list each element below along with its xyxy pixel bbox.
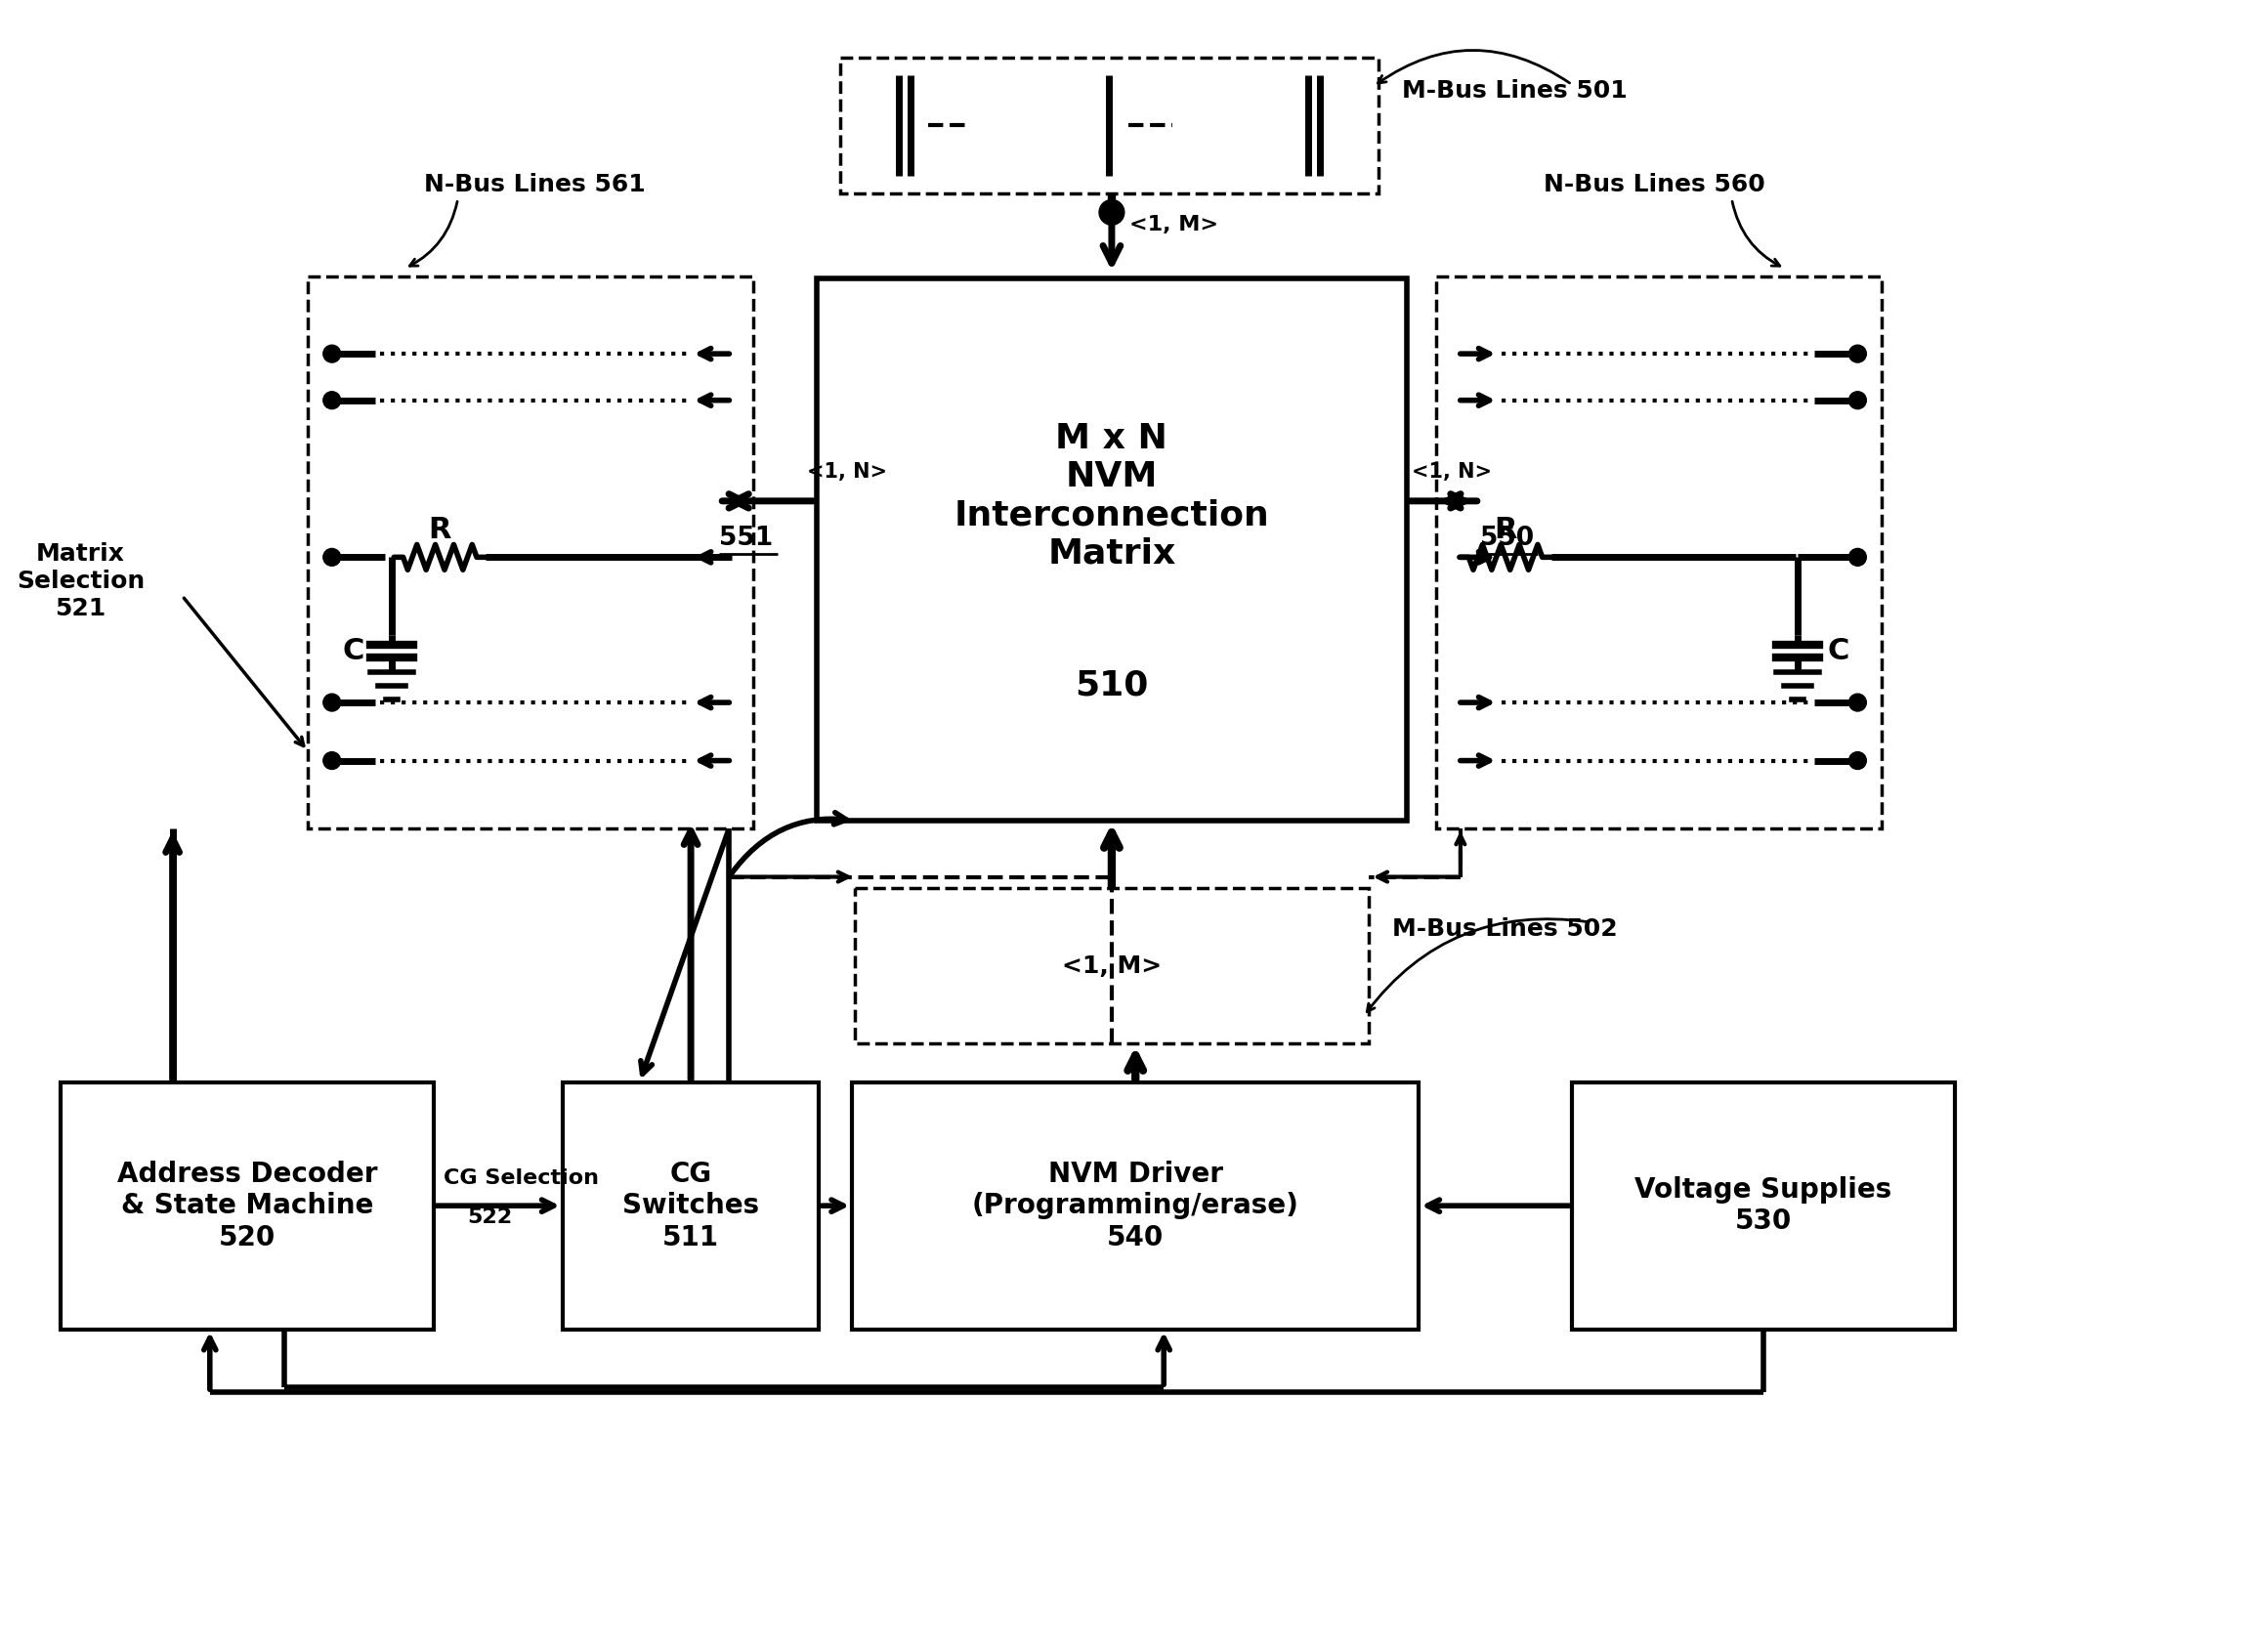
Text: 550: 550 bbox=[1479, 525, 1533, 550]
Circle shape bbox=[1848, 694, 1866, 712]
Text: 510: 510 bbox=[1075, 669, 1149, 702]
Text: R: R bbox=[429, 515, 452, 544]
Bar bbox=[854, 889, 1369, 1044]
Text: C: C bbox=[1828, 638, 1850, 666]
Text: <1, M>: <1, M> bbox=[1061, 955, 1162, 978]
Text: Address Decoder
& State Machine
520: Address Decoder & State Machine 520 bbox=[117, 1160, 378, 1251]
Text: M x N
NVM
Interconnection
Matrix: M x N NVM Interconnection Matrix bbox=[953, 421, 1270, 570]
Circle shape bbox=[1848, 345, 1866, 362]
Text: M-Bus Lines 501: M-Bus Lines 501 bbox=[1403, 79, 1628, 102]
Bar bbox=[1571, 1082, 1954, 1330]
Text: <1, M>: <1, M> bbox=[1128, 215, 1218, 235]
Circle shape bbox=[1848, 752, 1866, 770]
Text: R: R bbox=[1495, 515, 1517, 544]
Text: 522: 522 bbox=[468, 1208, 513, 1227]
Circle shape bbox=[1099, 200, 1124, 225]
Text: C: C bbox=[342, 638, 364, 666]
Text: N-Bus Lines 560: N-Bus Lines 560 bbox=[1544, 172, 1765, 197]
Bar bbox=[61, 1082, 434, 1330]
Text: M-Bus Lines 502: M-Bus Lines 502 bbox=[1394, 917, 1619, 942]
Text: CG Selection: CG Selection bbox=[443, 1170, 598, 1188]
Bar bbox=[852, 1082, 1418, 1330]
Circle shape bbox=[324, 345, 342, 362]
Text: <1, N>: <1, N> bbox=[807, 463, 886, 482]
Text: NVM Driver
(Programming/erase)
540: NVM Driver (Programming/erase) 540 bbox=[971, 1160, 1299, 1251]
Circle shape bbox=[1848, 392, 1866, 410]
Bar bbox=[816, 278, 1407, 821]
Circle shape bbox=[324, 392, 342, 410]
Circle shape bbox=[1848, 548, 1866, 567]
Text: Voltage Supplies
530: Voltage Supplies 530 bbox=[1634, 1176, 1893, 1236]
Text: 551: 551 bbox=[719, 525, 773, 550]
Bar bbox=[1436, 276, 1882, 828]
Text: CG
Switches
511: CG Switches 511 bbox=[623, 1160, 760, 1251]
Circle shape bbox=[324, 548, 342, 567]
Text: N-Bus Lines 561: N-Bus Lines 561 bbox=[425, 172, 645, 197]
Bar bbox=[308, 276, 753, 828]
Bar bbox=[562, 1082, 818, 1330]
Circle shape bbox=[324, 694, 342, 712]
Bar bbox=[841, 58, 1378, 193]
Text: <1, N>: <1, N> bbox=[1412, 463, 1493, 482]
Circle shape bbox=[324, 752, 342, 770]
Text: Matrix
Selection
521: Matrix Selection 521 bbox=[16, 542, 144, 620]
